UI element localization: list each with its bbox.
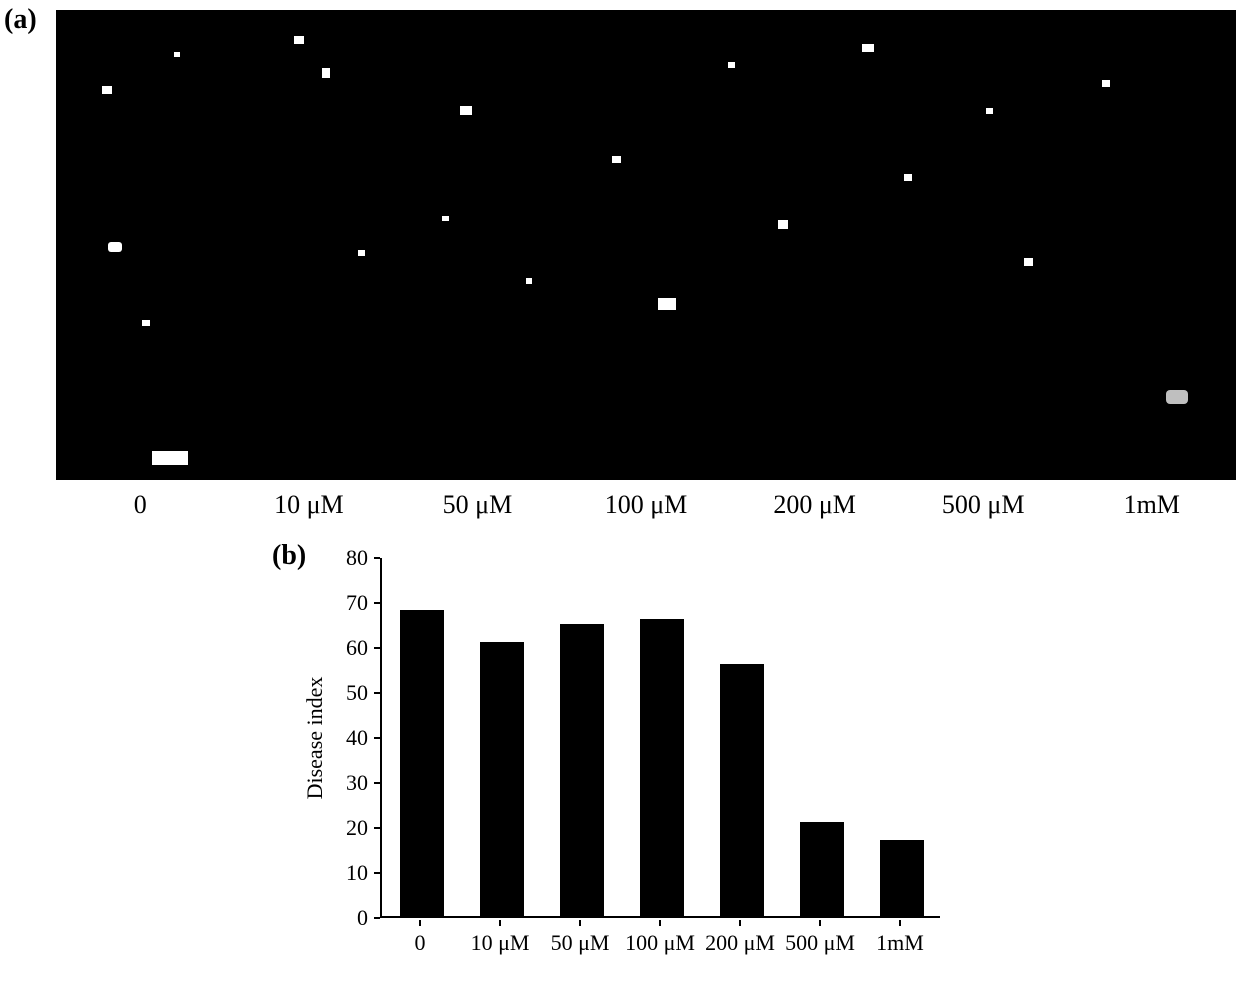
ytick-label: 70: [346, 590, 368, 616]
xtick-label: 10 μM: [471, 930, 530, 956]
chart-yticks: 01020304050607080: [308, 558, 380, 918]
chart-bar: [880, 840, 924, 917]
ytick-label: 80: [346, 545, 368, 571]
photo-xlabel: 1mM: [1067, 490, 1236, 530]
ytick-label: 0: [357, 905, 368, 931]
xtick-label: 1mM: [876, 930, 924, 956]
photo-xlabel: 100 μM: [562, 490, 731, 530]
chart-xticks: 0 10 μM 50 μM 100 μM 200 μM 500 μM 1mM: [380, 920, 940, 960]
ytick-label: 30: [346, 770, 368, 796]
chart-bar: [400, 610, 444, 916]
photo-xlabel: 0: [56, 490, 225, 530]
xtick-label: 200 μM: [705, 930, 775, 956]
chart-bars: [382, 558, 940, 916]
xtick-mark: [819, 920, 821, 926]
ytick-label: 50: [346, 680, 368, 706]
disease-index-chart: Disease index 01020304050607080 010 μM50…: [308, 540, 940, 965]
xtick-mark: [899, 920, 901, 926]
panel-a-xlabels: 0 10 μM 50 μM 100 μM 200 μM 500 μM 1mM: [56, 490, 1236, 530]
ytick-label: 40: [346, 725, 368, 751]
xtick-label: 100 μM: [625, 930, 695, 956]
ytick-label: 10: [346, 860, 368, 886]
chart-bar: [480, 642, 524, 917]
chart-bar: [560, 624, 604, 917]
chart-bar: [800, 822, 844, 917]
panel-a-photo: [56, 10, 1236, 480]
chart-bar: [720, 664, 764, 916]
figure-root: (a) 0 10 μM 50 μM 100 μM 200 μM 500 μM 1…: [0, 0, 1240, 985]
panel-b-label: (b): [272, 540, 306, 572]
panel-a-label: (a): [4, 4, 37, 36]
xtick-mark: [659, 920, 661, 926]
chart-plot-area: [380, 558, 940, 918]
xtick-mark: [499, 920, 501, 926]
ytick-label: 60: [346, 635, 368, 661]
photo-xlabel: 50 μM: [393, 490, 562, 530]
xtick-mark: [739, 920, 741, 926]
photo-xlabel: 500 μM: [899, 490, 1068, 530]
xtick-label: 0: [415, 930, 426, 956]
xtick-label: 500 μM: [785, 930, 855, 956]
xtick-mark: [579, 920, 581, 926]
photo-xlabel: 10 μM: [225, 490, 394, 530]
photo-xlabel: 200 μM: [730, 490, 899, 530]
xtick-label: 50 μM: [551, 930, 610, 956]
xtick-mark: [419, 920, 421, 926]
chart-bar: [640, 619, 684, 916]
ytick-label: 20: [346, 815, 368, 841]
